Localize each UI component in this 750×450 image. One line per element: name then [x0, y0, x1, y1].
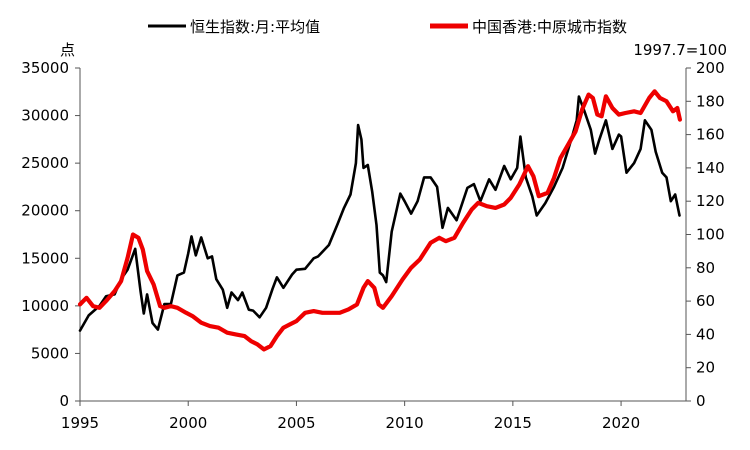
y-right-tick-label: 120: [696, 192, 725, 210]
y-left-tick-label: 30000: [21, 107, 69, 125]
y-right-tick-label: 200: [696, 59, 725, 77]
x-tick-label: 2005: [277, 414, 315, 432]
y-right-tick-label: 100: [696, 226, 725, 244]
y-left-tick-label: 20000: [21, 202, 69, 220]
y-right-tick-label: 40: [696, 325, 715, 343]
y-right-tick-label: 180: [696, 92, 725, 110]
y-right-tick-label: 60: [696, 292, 715, 310]
y-left-tick-label: 15000: [21, 249, 69, 267]
legend-label-hsi: 恒生指数:月:平均值: [190, 18, 320, 36]
x-tick-label: 2000: [169, 414, 207, 432]
y-left-tick-label: 25000: [21, 154, 69, 172]
x-tick-label: 2010: [386, 414, 424, 432]
y-right-tick-label: 160: [696, 126, 725, 144]
y-right-axis-title: 1997.7=100: [633, 41, 727, 59]
y-left-axis-title: 点: [60, 41, 75, 59]
y-right-tick-label: 0: [696, 392, 706, 410]
legend-label-cci: 中国香港:中原城市指数: [472, 18, 627, 36]
x-tick-label: 2020: [602, 414, 640, 432]
series-line-hsi: [78, 95, 681, 332]
y-left-tick-label: 5000: [31, 344, 69, 362]
x-tick-label: 2015: [494, 414, 532, 432]
y-left-tick-label: 0: [59, 392, 69, 410]
axes: [75, 67, 691, 406]
y-right-tick-label: 20: [696, 359, 715, 377]
chart-legend: 恒生指数:月:平均值 中国香港:中原城市指数: [148, 18, 627, 36]
tick-labels: 0 5000 10000 15000 20000 25000 30000 35000 0 20 40…: [21, 59, 724, 432]
y-left-tick-label: 10000: [21, 297, 69, 315]
y-right-tick-label: 140: [696, 159, 725, 177]
series-lines: [77, 89, 683, 352]
series-line-cci: [77, 89, 683, 352]
y-right-tick-label: 80: [696, 259, 715, 277]
y-left-tick-label: 35000: [21, 59, 69, 77]
x-tick-label: 1995: [61, 414, 99, 432]
